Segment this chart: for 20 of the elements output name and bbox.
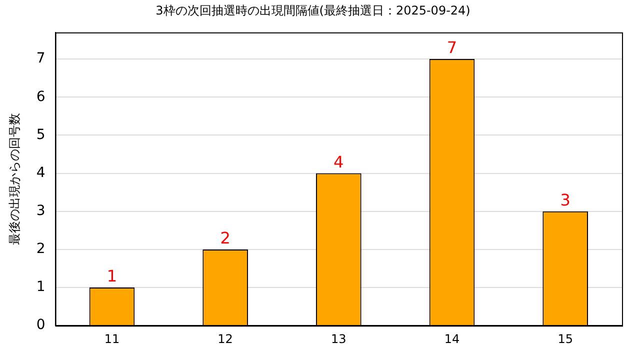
x-tick-label: 15 (558, 332, 573, 346)
y-tick-label: 4 (36, 164, 46, 181)
x-tick-label: 11 (104, 332, 120, 346)
y-tick-label: 1 (36, 279, 46, 296)
data-label: 4 (334, 152, 344, 172)
y-axis-title: 最後の出現からの回号数 (7, 113, 22, 245)
y-tick-label: 2 (36, 241, 46, 258)
x-tick-label: 13 (331, 332, 346, 346)
data-label: 3 (560, 190, 570, 210)
data-label: 1 (106, 266, 118, 286)
y-tick-label: 5 (36, 126, 46, 143)
x-tick-label: 12 (218, 332, 233, 346)
chart-title: 3枠の次回抽選時の出現間隔値(最終抽選日：2025-09-24) (156, 3, 470, 18)
data-label: 2 (220, 228, 230, 248)
y-tick-label: 0 (36, 317, 46, 334)
data-label: 7 (446, 38, 458, 58)
x-tick-label: 14 (444, 332, 460, 346)
y-tick-label: 6 (36, 88, 46, 105)
y-tick-label: 7 (36, 50, 46, 67)
y-tick-label: 3 (36, 203, 46, 220)
